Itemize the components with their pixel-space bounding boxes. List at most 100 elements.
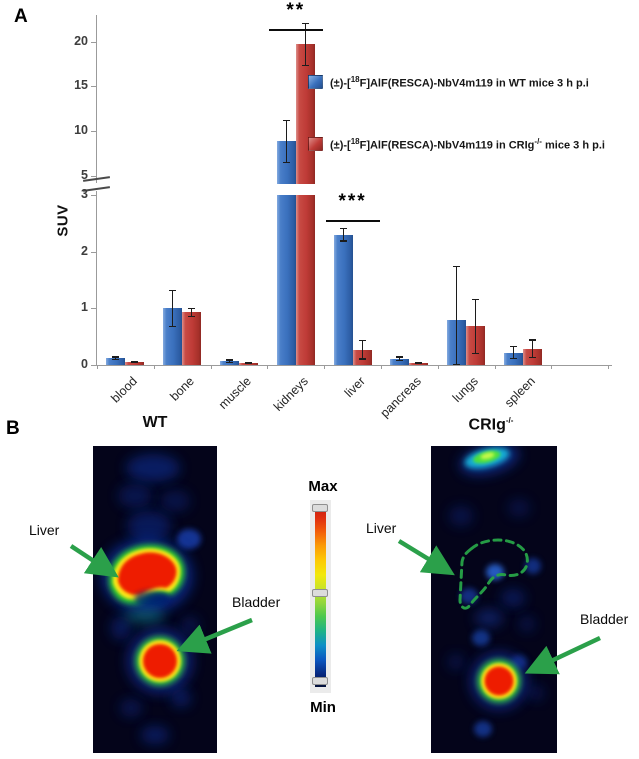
error-bar-cap [339, 240, 347, 242]
y-tick-label: 20 [74, 33, 88, 48]
error-bar-line [191, 307, 193, 317]
wt-liver-hotspot [101, 538, 193, 624]
bar-bone-crig [182, 312, 202, 365]
error-bar-cap [282, 119, 290, 121]
legend-item-wt: (±)-[18F]AlF(RESCA)-NbV4m119 in WT mice … [308, 75, 589, 90]
error-bar-cap [529, 339, 536, 341]
y-axis-upper-segment [96, 15, 98, 183]
error-bar-line [361, 340, 363, 360]
crig-bladder-label: Bladder [580, 611, 629, 627]
error-bar-cap [188, 315, 196, 317]
y-axis-tick [90, 308, 97, 310]
y-tick-label: 0 [81, 357, 88, 371]
legend-item-crig: (±)-[18F]AlF(RESCA)-NbV4m119 in CRIg-/- … [308, 137, 605, 152]
error-bar-cap [510, 357, 517, 359]
significance-stars-kidneys: ** [286, 0, 306, 21]
y-axis-tick [90, 251, 97, 253]
y-axis-tick [90, 131, 97, 133]
y-tick-label: 15 [74, 78, 88, 93]
error-bar-line [115, 356, 117, 360]
error-bar-line [512, 346, 515, 359]
x-axis-tick [437, 365, 439, 369]
panel-a-label: A [14, 6, 28, 27]
error-bar-cap [472, 352, 480, 354]
bar-liver-wt [333, 234, 353, 365]
significance-line-kidneys [268, 29, 323, 31]
x-axis-tick [267, 365, 269, 369]
crig-liver-label: Liver [366, 520, 397, 536]
error-bar-cap [226, 359, 233, 361]
intensity-colorbar [310, 500, 331, 693]
error-bar-cap [472, 299, 480, 301]
bar-blood-wt [106, 358, 126, 365]
wt-pet-scan [93, 446, 217, 753]
y-tick-label: 5 [81, 168, 88, 182]
x-axis-tick [210, 365, 212, 369]
error-bar-cap [245, 363, 252, 365]
wt-bladder-hotspot [127, 628, 193, 694]
bar-bone-wt [163, 308, 183, 365]
error-bar-cap [339, 227, 347, 229]
colorbar-handle-top[interactable] [312, 504, 328, 512]
error-bar-cap [245, 362, 252, 364]
error-bar-cap [415, 362, 423, 365]
wt-pet-image [93, 446, 217, 753]
crig-neck-hotspot [460, 446, 519, 475]
error-bar-cap [510, 346, 517, 348]
x-axis-tick [97, 365, 98, 369]
wt-image-title: WT [142, 414, 168, 431]
bar-pancreas-wt [390, 358, 410, 365]
y-tick-label: 10 [74, 123, 88, 138]
panel-b-label: B [6, 418, 20, 439]
error-bar-cap [301, 22, 309, 24]
bar-kidneys-crig [295, 195, 315, 365]
error-bar-cap [358, 340, 366, 342]
error-bar-line [475, 299, 477, 354]
x-axis-tick [494, 365, 496, 369]
y-tick-label: 1 [81, 300, 88, 315]
error-bar-line [172, 289, 174, 327]
crig-pet-image [431, 446, 557, 753]
error-bar-cap [358, 358, 366, 360]
colorbar-handle-middle[interactable] [312, 589, 328, 597]
wt-bladder-label: Bladder [232, 594, 281, 610]
error-bar-cap [131, 362, 139, 364]
error-bar-line [342, 227, 344, 242]
wt-liver-label: Liver [29, 522, 60, 538]
x-axis-tick [153, 365, 155, 369]
error-bar-cap [112, 358, 120, 361]
error-bar-cap [131, 361, 139, 363]
error-bar-line [304, 22, 306, 66]
y-axis-tick [90, 194, 97, 196]
wt-series-swatch [308, 75, 323, 90]
x-axis-tick [551, 365, 553, 369]
x-axis-tick [608, 365, 610, 369]
error-bar-line [228, 359, 231, 363]
legend-label-crig: (±)-[18F]AlF(RESCA)-NbV4m119 in CRIg-/- … [330, 137, 605, 152]
colorbar-min-label: Min [310, 699, 336, 716]
y-axis-tick [90, 86, 97, 88]
error-bar-line [456, 265, 458, 365]
crig-liver-outline-dashed [458, 538, 529, 610]
x-axis-tick [324, 365, 326, 369]
y-axis-tick [90, 176, 97, 177]
error-bar-cap [112, 356, 120, 358]
error-bar-cap [301, 64, 309, 66]
error-bar-cap [396, 360, 404, 362]
significance-line-liver [325, 220, 380, 222]
x-axis-tick [381, 365, 382, 369]
crig-series-swatch [308, 137, 323, 152]
biodistribution-bar-chart: SUV 5 10 15 20 0 1 2 3 blood bone muscle kidneys liv… [55, 0, 612, 420]
y-tick-label: 3 [81, 186, 88, 201]
error-bar-cap [169, 326, 177, 328]
crig-bladder-hotspot [470, 652, 528, 710]
error-bar-cap [396, 356, 404, 358]
y-tick-label: 2 [81, 243, 88, 258]
colorbar-handle-bottom[interactable] [312, 677, 328, 685]
crig-pet-scan [431, 446, 557, 753]
significance-stars-liver: *** [338, 191, 367, 212]
error-bar-cap [226, 361, 233, 363]
error-bar-cap [188, 307, 196, 309]
error-bar-cap [453, 265, 461, 267]
